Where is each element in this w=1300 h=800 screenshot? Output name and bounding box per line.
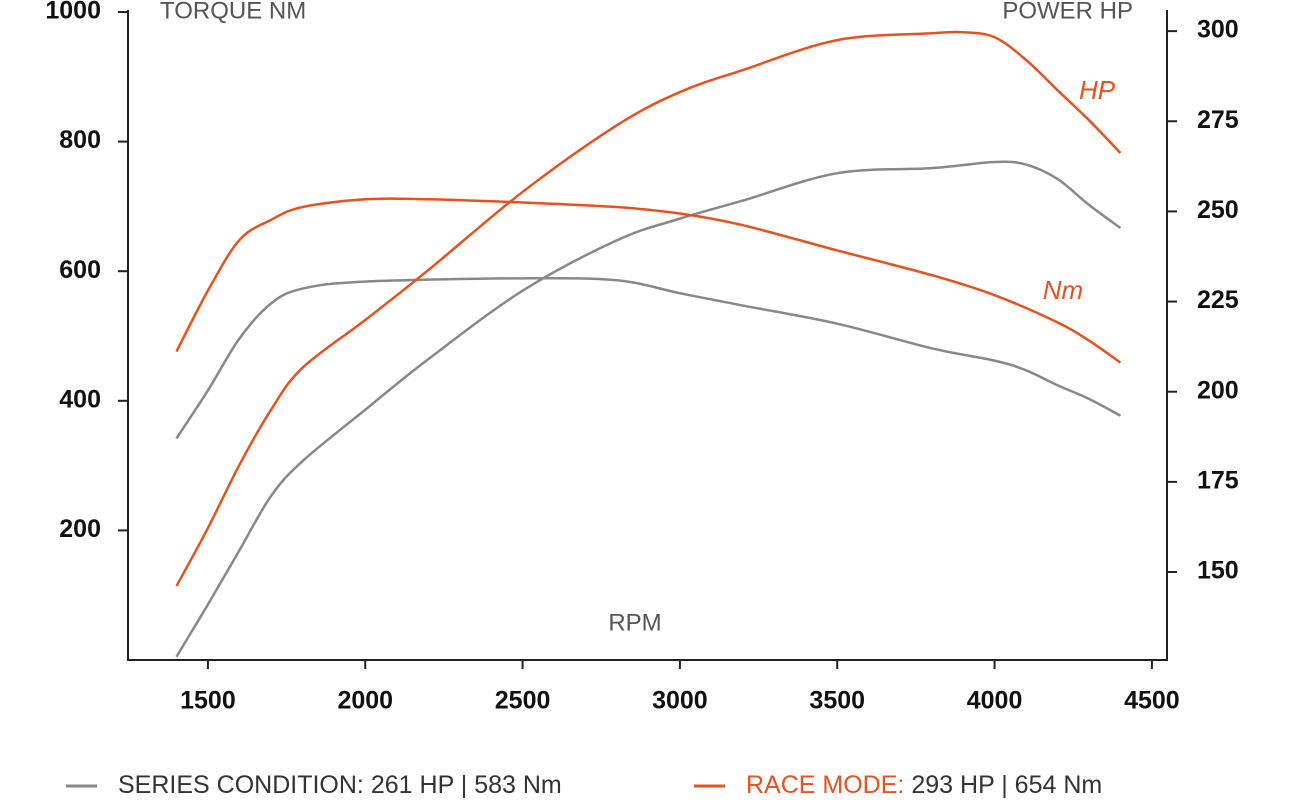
y2-tick-label: 300	[1197, 16, 1239, 44]
x-tick-label: 2500	[495, 687, 551, 715]
x-tick-label: 3500	[809, 687, 865, 715]
x-tick-label: 3000	[652, 687, 708, 715]
x-axis-title: RPM	[608, 609, 661, 636]
x-tick-label: 1500	[180, 687, 236, 715]
y2-tick-label: 275	[1197, 106, 1239, 134]
series-label: Nm	[1043, 275, 1083, 305]
legend-entry: RACE MODE: 293 HP | 654 Nm	[746, 771, 1102, 799]
y2-tick-label: 175	[1197, 466, 1239, 494]
series-line	[175, 30, 1122, 587]
legend-detail: 261 HP | 583 Nm	[371, 771, 562, 799]
y-tick-label: 200	[59, 515, 101, 543]
x-tick-label: 2000	[337, 687, 393, 715]
legend-label: RACE MODE:	[746, 771, 904, 799]
y-tick-label: 400	[59, 385, 101, 413]
legend-label: SERIES CONDITION:	[118, 771, 364, 799]
y2-tick-label: 225	[1197, 286, 1239, 314]
series-line	[175, 197, 1122, 364]
y2-tick-label: 150	[1197, 557, 1239, 585]
legend-detail: 293 HP | 654 Nm	[911, 771, 1102, 799]
y2-axis-title: POWER HP	[1002, 0, 1133, 24]
y2-tick-label: 200	[1197, 376, 1239, 404]
y2-tick-label: 250	[1197, 196, 1239, 224]
series-label: HP	[1079, 75, 1116, 105]
series-line	[175, 160, 1122, 658]
y-tick-label: 1000	[45, 0, 101, 25]
y-axis-title: TORQUE NM	[160, 0, 306, 24]
series-line	[175, 276, 1122, 440]
y-tick-label: 600	[59, 256, 101, 284]
legend-entry: SERIES CONDITION: 261 HP | 583 Nm	[118, 771, 562, 799]
x-tick-label: 4500	[1124, 687, 1180, 715]
x-tick-label: 4000	[967, 687, 1023, 715]
y-tick-label: 800	[59, 126, 101, 154]
